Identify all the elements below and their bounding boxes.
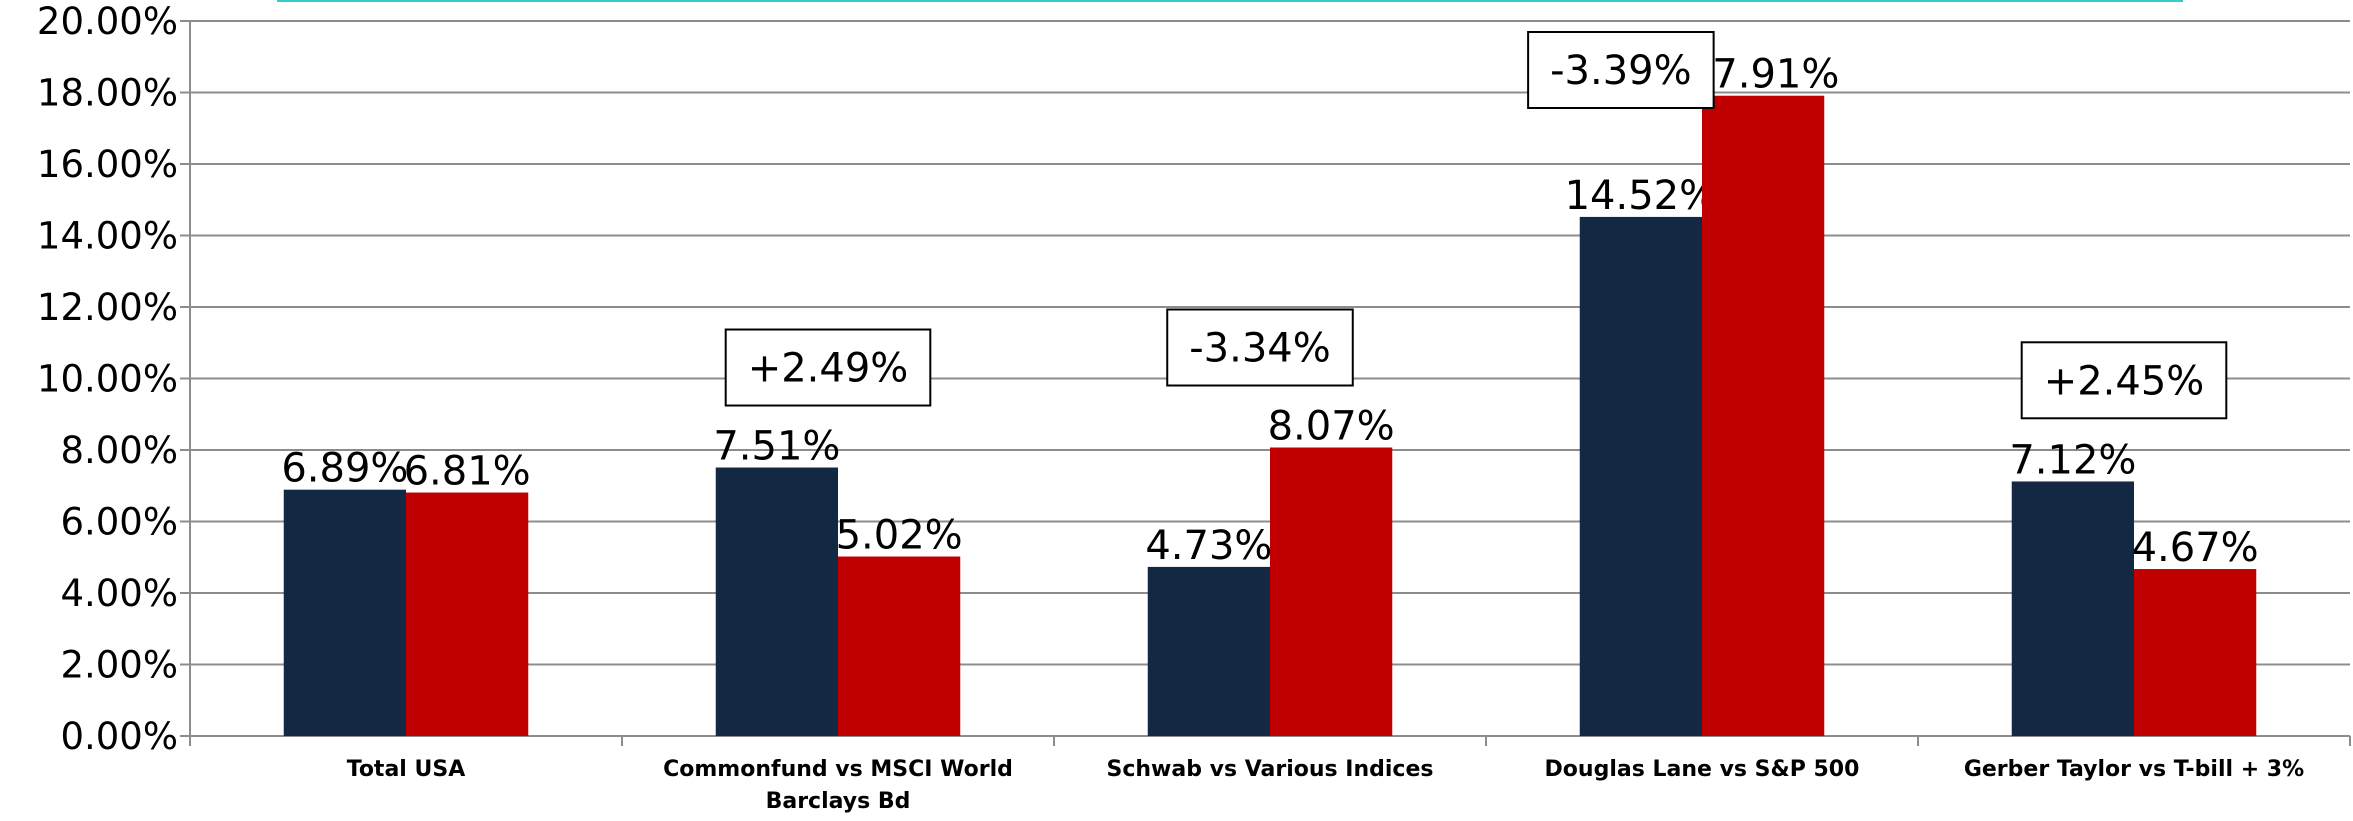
value-label: 6.81% bbox=[404, 449, 531, 495]
x-tick-label: Total USA bbox=[346, 757, 466, 782]
y-tick-label: 14.00% bbox=[37, 215, 178, 258]
bar bbox=[1270, 447, 1393, 736]
y-tick-label: 18.00% bbox=[37, 72, 178, 115]
y-tick-label: 16.00% bbox=[37, 143, 178, 186]
annotation-box bbox=[724, 328, 932, 407]
value-label: 7.51% bbox=[713, 424, 840, 470]
value-label: 4.73% bbox=[1145, 523, 1272, 569]
bar bbox=[283, 489, 406, 736]
x-tick-label: Schwab vs Various Indices bbox=[1106, 757, 1434, 782]
x-tick-label: Douglas Lane vs S&P 500 bbox=[1544, 757, 1860, 782]
value-label: 6.89% bbox=[281, 446, 408, 492]
y-tick-label: 12.00% bbox=[37, 286, 178, 329]
annotation: +2.45% bbox=[2044, 358, 2205, 404]
bar bbox=[715, 467, 838, 736]
bar bbox=[1147, 566, 1270, 736]
annotation-box bbox=[2020, 341, 2228, 420]
annotation: -3.39% bbox=[1550, 48, 1692, 94]
x-tick-label-box: Schwab vs Various Indices bbox=[1106, 757, 1434, 782]
annotation-box bbox=[1527, 31, 1715, 109]
y-tick-label: 2.00% bbox=[60, 644, 178, 687]
x-tick-label-box: Total USA bbox=[346, 757, 466, 782]
y-tick-label: 10.00% bbox=[37, 358, 178, 401]
value-label: 8.07% bbox=[1268, 403, 1395, 449]
bar bbox=[2134, 569, 2257, 736]
value-label: 7.12% bbox=[2009, 437, 2136, 483]
bar bbox=[838, 556, 961, 736]
bar bbox=[406, 492, 529, 736]
x-tick-label-box: Douglas Lane vs S&P 500 bbox=[1544, 757, 1860, 782]
y-tick-label: 6.00% bbox=[60, 501, 178, 544]
value-label: 14.52% bbox=[1565, 173, 1718, 219]
y-tick-label: 4.00% bbox=[60, 572, 178, 615]
bar bbox=[2011, 481, 2134, 736]
bar bbox=[1702, 95, 1825, 736]
y-tick-label: 8.00% bbox=[60, 429, 178, 472]
annotation-box bbox=[1166, 308, 1354, 387]
value-label: 4.67% bbox=[2132, 525, 2259, 571]
x-tick-label: Gerber Taylor vs T-bill + 3% bbox=[1963, 757, 2305, 782]
x-tick-label: Commonfund vs MSCI World Barclays Bd bbox=[663, 757, 1013, 814]
y-tick-label: 0.00% bbox=[60, 715, 178, 758]
annotation: +2.49% bbox=[748, 346, 909, 392]
annotation: -3.34% bbox=[1189, 325, 1331, 371]
bar bbox=[1579, 216, 1702, 736]
x-tick-label-box: Gerber Taylor vs T-bill + 3% bbox=[1963, 757, 2305, 782]
value-label: 5.02% bbox=[836, 513, 963, 559]
y-tick-label: 20.00% bbox=[37, 0, 178, 43]
x-tick-label-box: Commonfund vs MSCI World Barclays Bd bbox=[663, 757, 1013, 814]
